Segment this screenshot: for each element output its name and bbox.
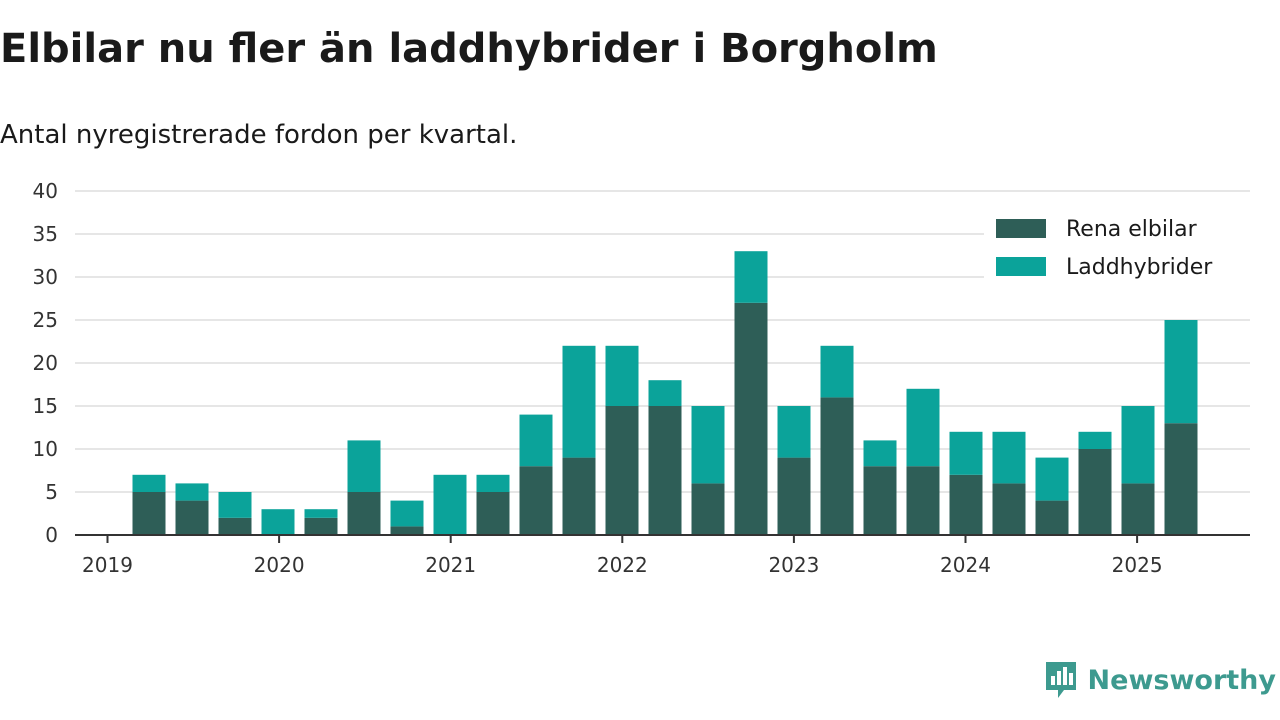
- bars: [132, 251, 1198, 535]
- bar-rena-elbilar: [863, 466, 897, 535]
- bar-laddhybrider: [261, 509, 295, 535]
- bar-rena-elbilar: [949, 474, 983, 535]
- y-tick-label: 25: [33, 308, 58, 332]
- bar-rena-elbilar: [390, 526, 424, 535]
- bar-rena-elbilar: [648, 406, 682, 535]
- bar-laddhybrider: [519, 414, 553, 467]
- bar-laddhybrider: [347, 440, 381, 492]
- bar-laddhybrider: [433, 474, 467, 535]
- bar-laddhybrider: [132, 474, 166, 492]
- bar-laddhybrider: [1164, 320, 1198, 424]
- y-tick-label: 5: [45, 480, 58, 504]
- bar-rena-elbilar: [820, 397, 854, 535]
- legend: Rena elbilar Laddhybrider: [984, 210, 1250, 286]
- bar-laddhybrider: [1078, 431, 1112, 449]
- bar-rena-elbilar: [1121, 483, 1155, 535]
- bar-rena-elbilar: [476, 492, 510, 535]
- x-tick-label: 2021: [425, 553, 476, 577]
- x-tick-label: 2022: [597, 553, 648, 577]
- x-tick-label: 2020: [254, 553, 305, 577]
- bar-rena-elbilar: [992, 483, 1026, 535]
- bar-rena-elbilar: [347, 492, 381, 535]
- y-tick-label: 10: [33, 437, 58, 461]
- bar-laddhybrider: [906, 388, 940, 467]
- y-tick-label: 15: [33, 394, 58, 418]
- bar-laddhybrider: [605, 345, 639, 406]
- y-tick-label: 40: [33, 179, 58, 203]
- bar-laddhybrider: [1035, 457, 1069, 501]
- legend-swatch: [996, 219, 1046, 238]
- y-tick-label: 20: [33, 351, 58, 375]
- bar-rena-elbilar: [304, 517, 338, 535]
- bar-rena-elbilar: [1164, 423, 1198, 535]
- bar-rena-elbilar: [1035, 500, 1069, 535]
- bar-laddhybrider: [949, 431, 983, 475]
- bar-rena-elbilar: [519, 466, 553, 535]
- bar-laddhybrider: [648, 380, 682, 406]
- y-tick-label: 30: [33, 265, 58, 289]
- x-tick-label: 2024: [940, 553, 991, 577]
- x-tick-label: 2025: [1112, 553, 1163, 577]
- bar-laddhybrider: [820, 345, 854, 398]
- chart-title: Elbilar nu fler än laddhybrider i Borgho…: [0, 26, 938, 72]
- bar-rena-elbilar: [906, 466, 940, 535]
- bar-laddhybrider: [476, 474, 510, 492]
- y-tick-label: 35: [33, 222, 58, 246]
- bar-laddhybrider: [1121, 406, 1155, 484]
- bar-laddhybrider: [734, 251, 768, 303]
- legend-swatch: [996, 257, 1046, 276]
- bar-laddhybrider: [218, 492, 252, 518]
- bar-rena-elbilar: [1078, 449, 1112, 535]
- bar-laddhybrider: [992, 431, 1026, 484]
- newsworthy-logo: Newsworthy: [1044, 660, 1276, 700]
- bar-rena-elbilar: [777, 457, 811, 535]
- bar-rena-elbilar: [218, 517, 252, 535]
- x-tick-label: 2019: [82, 553, 133, 577]
- legend-label: Laddhybrider: [1066, 255, 1213, 280]
- legend-label: Rena elbilar: [1066, 217, 1198, 242]
- y-tick-label: 0: [45, 523, 58, 547]
- bar-rena-elbilar: [175, 500, 209, 535]
- x-tick-label: 2023: [768, 553, 819, 577]
- bar-laddhybrider: [304, 509, 338, 518]
- bar-laddhybrider: [863, 440, 897, 467]
- bar-laddhybrider: [175, 483, 209, 501]
- brand-name: Newsworthy: [1087, 664, 1276, 696]
- bar-rena-elbilar: [562, 457, 596, 535]
- bar-rena-elbilar: [691, 483, 725, 535]
- chart-subtitle: Antal nyregistrerade fordon per kvartal.: [0, 120, 518, 150]
- newsworthy-logo-icon: [1045, 662, 1076, 698]
- bar-laddhybrider: [777, 406, 811, 458]
- bar-rena-elbilar: [605, 406, 639, 535]
- bar-laddhybrider: [390, 500, 424, 527]
- bar-rena-elbilar: [132, 492, 166, 535]
- bar-laddhybrider: [691, 406, 725, 484]
- bar-laddhybrider: [562, 345, 596, 458]
- bar-rena-elbilar: [734, 302, 768, 535]
